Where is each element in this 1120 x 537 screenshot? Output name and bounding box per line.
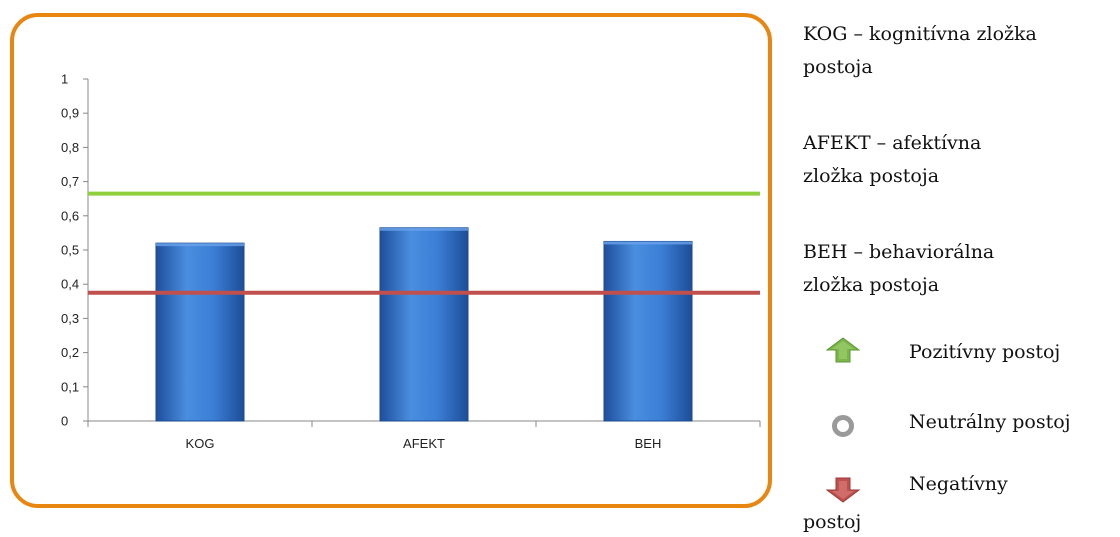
arrow-up-icon [826,337,860,363]
legend-beh-line2: zložka postoja [803,273,940,296]
legend-negative-cont: postoj [803,511,862,533]
legend-positive-label: Pozitívny postoj [909,341,1061,363]
legend-afekt-line2: zložka postoja [803,164,940,187]
legend-kog-line1: KOG – kognitívna zložka [803,23,1037,45]
chart-frame [10,13,772,508]
arrow-down-icon [826,477,860,503]
legend-afekt-line1: AFEKT – afektívna [803,132,982,154]
legend-negative-label: Negatívny [909,473,1008,495]
legend-afekt: AFEKT – afektívna zložka postoja [803,131,981,188]
circle-icon [832,415,854,437]
legend-kog-line2: postoja [803,55,873,78]
legend-neutral-label: Neutrálny postoj [909,411,1071,433]
legend-beh: BEH – behaviorálna zložka postoja [803,240,994,297]
legend-kog: KOG – kognitívna zložka postoja [803,22,1037,79]
legend-beh-line1: BEH – behaviorálna [803,241,995,263]
